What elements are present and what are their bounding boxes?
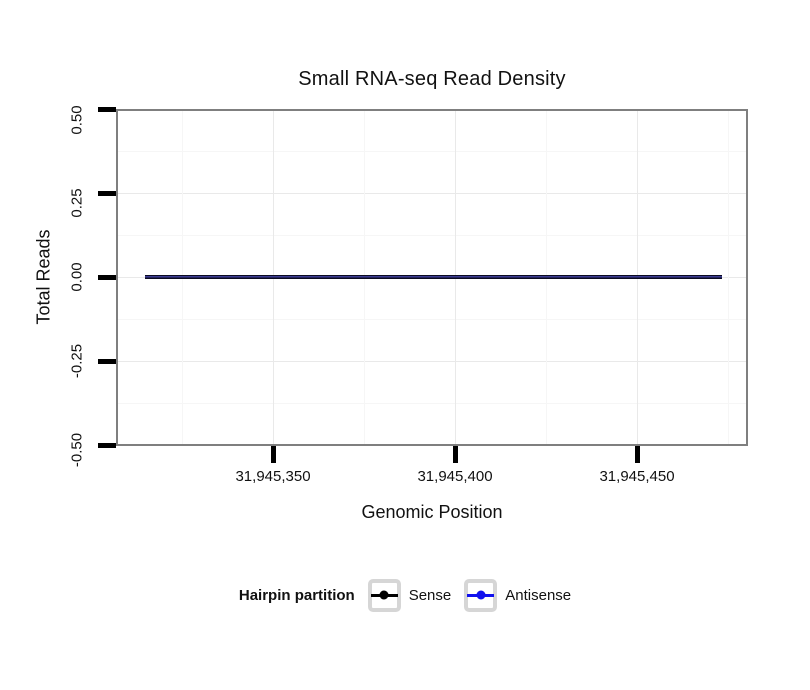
- y-tick-label: -0.50: [68, 432, 86, 468]
- y-tick-label: 0.00: [68, 262, 86, 292]
- legend-entry-antisense: Antisense: [464, 578, 572, 612]
- plot-panel: [116, 109, 748, 446]
- gridline-v-minor: [728, 111, 729, 444]
- legend-label-sense: Sense: [408, 586, 452, 604]
- y-tick: [98, 359, 116, 364]
- gridline-h-minor: [118, 403, 746, 404]
- gridline-h-minor: [118, 151, 746, 152]
- y-tick: [98, 443, 116, 448]
- x-tick-label: 31,945,450: [599, 468, 675, 485]
- y-tick-label: -0.25: [68, 343, 86, 379]
- legend-entry-sense: Sense: [367, 578, 452, 612]
- chart-title: Small RNA-seq Read Density: [298, 68, 566, 90]
- y-axis-title: Total Reads: [33, 229, 54, 325]
- y-tick: [98, 107, 116, 112]
- x-tick: [453, 446, 458, 463]
- gridline-h-minor: [118, 319, 746, 320]
- y-tick-label: 0.25: [68, 188, 86, 218]
- legend-title: Hairpin partition: [238, 586, 355, 604]
- antisense-point-swatch: [476, 590, 486, 600]
- legend-label-antisense: Antisense: [505, 586, 572, 604]
- gridline-h-major: [118, 361, 746, 362]
- legend-key-antisense: [464, 578, 498, 612]
- y-tick: [98, 191, 116, 196]
- sense-point-swatch: [379, 590, 389, 600]
- y-tick-label: 0.50: [68, 105, 86, 135]
- gridline-h-major: [118, 193, 746, 194]
- legend: Hairpin partition Sense Antisense: [0, 576, 810, 614]
- x-tick-label: 31,945,400: [417, 468, 493, 485]
- gridline-h-minor: [118, 235, 746, 236]
- legend-key-sense: [367, 578, 401, 612]
- x-tick: [635, 446, 640, 463]
- x-axis-title: Genomic Position: [361, 502, 503, 522]
- read-density-line: [145, 275, 722, 279]
- x-tick-label: 31,945,350: [235, 468, 311, 485]
- y-tick: [98, 275, 116, 280]
- x-tick: [271, 446, 276, 463]
